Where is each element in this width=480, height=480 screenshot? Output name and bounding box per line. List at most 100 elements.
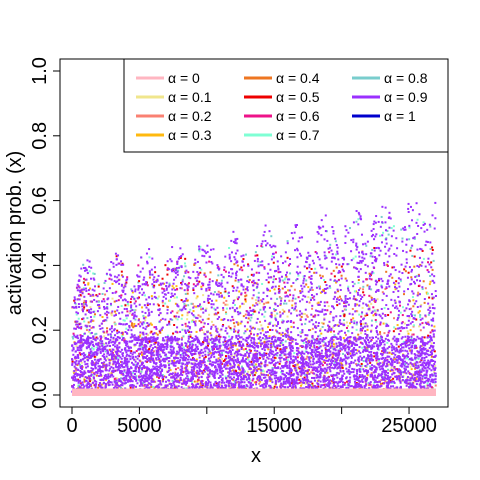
data-point xyxy=(310,267,313,270)
data-point xyxy=(244,360,247,363)
data-point xyxy=(274,314,277,317)
data-point xyxy=(369,255,372,258)
data-point xyxy=(407,207,410,210)
data-point xyxy=(255,271,258,274)
data-point xyxy=(312,342,315,345)
data-point xyxy=(361,365,364,368)
data-point xyxy=(87,282,90,285)
data-point xyxy=(375,320,378,323)
data-point xyxy=(409,379,412,382)
data-point xyxy=(323,378,326,381)
data-point xyxy=(204,353,207,356)
data-point xyxy=(333,295,336,298)
data-point xyxy=(184,292,187,295)
data-point xyxy=(371,364,374,367)
data-point xyxy=(413,236,416,239)
data-point xyxy=(366,345,369,348)
data-point xyxy=(281,287,284,290)
data-point xyxy=(203,272,206,275)
data-point xyxy=(408,226,411,229)
data-point xyxy=(252,369,255,372)
data-point xyxy=(372,314,375,317)
data-point xyxy=(361,380,364,383)
data-point xyxy=(318,303,321,306)
data-point xyxy=(285,328,288,331)
data-point xyxy=(89,293,92,296)
data-point xyxy=(148,256,151,259)
data-point xyxy=(336,345,339,348)
data-point xyxy=(434,378,437,381)
data-point xyxy=(284,375,287,378)
data-point xyxy=(210,354,213,357)
data-point xyxy=(393,299,396,302)
data-point xyxy=(259,380,262,383)
data-point xyxy=(402,227,405,230)
data-point xyxy=(101,340,104,343)
data-point xyxy=(98,374,101,377)
data-point xyxy=(303,371,306,374)
data-point xyxy=(313,295,316,298)
data-point xyxy=(112,360,115,363)
data-point xyxy=(308,344,311,347)
data-point xyxy=(169,359,172,362)
data-point xyxy=(338,295,341,298)
data-point xyxy=(88,328,91,331)
data-point xyxy=(363,355,366,358)
data-point xyxy=(379,323,382,326)
data-point xyxy=(332,319,335,322)
data-point xyxy=(137,337,140,340)
data-point xyxy=(221,377,224,380)
data-point xyxy=(109,381,112,384)
data-point xyxy=(414,356,417,359)
data-point xyxy=(90,346,93,349)
data-point xyxy=(422,385,425,388)
data-point xyxy=(86,309,89,312)
data-point xyxy=(432,342,435,345)
data-point xyxy=(388,378,391,381)
data-point xyxy=(419,323,422,326)
data-point xyxy=(418,274,421,277)
data-point xyxy=(416,361,419,364)
data-point xyxy=(93,362,96,365)
data-point xyxy=(197,364,200,367)
data-point xyxy=(214,350,217,353)
data-point xyxy=(395,343,398,346)
data-point xyxy=(392,281,395,284)
data-point xyxy=(146,303,149,306)
data-point xyxy=(88,265,91,268)
data-point xyxy=(144,376,147,379)
data-point xyxy=(190,345,193,348)
data-point xyxy=(204,309,207,312)
data-point xyxy=(404,226,407,229)
data-point xyxy=(74,369,77,372)
data-point xyxy=(411,244,414,247)
data-point xyxy=(288,278,291,281)
data-point xyxy=(248,343,251,346)
data-point xyxy=(126,276,129,279)
data-point xyxy=(108,340,111,343)
data-point xyxy=(313,372,316,375)
data-point xyxy=(93,358,96,361)
data-point xyxy=(371,367,374,370)
data-point xyxy=(315,355,318,358)
data-point xyxy=(218,335,221,338)
data-point xyxy=(198,250,201,253)
data-point xyxy=(424,321,427,324)
data-point xyxy=(285,335,288,338)
data-point xyxy=(238,371,241,374)
data-point xyxy=(161,358,164,361)
data-point xyxy=(176,384,179,387)
data-point xyxy=(292,281,295,284)
data-point xyxy=(149,322,152,325)
data-point xyxy=(327,247,330,250)
data-point xyxy=(76,283,79,286)
data-point xyxy=(373,355,376,358)
data-point xyxy=(361,374,364,377)
data-point xyxy=(72,378,75,381)
data-point xyxy=(340,274,343,277)
data-point xyxy=(276,338,279,341)
data-point xyxy=(372,376,375,379)
data-point xyxy=(253,346,256,349)
data-point xyxy=(160,369,163,372)
data-point xyxy=(232,385,235,388)
